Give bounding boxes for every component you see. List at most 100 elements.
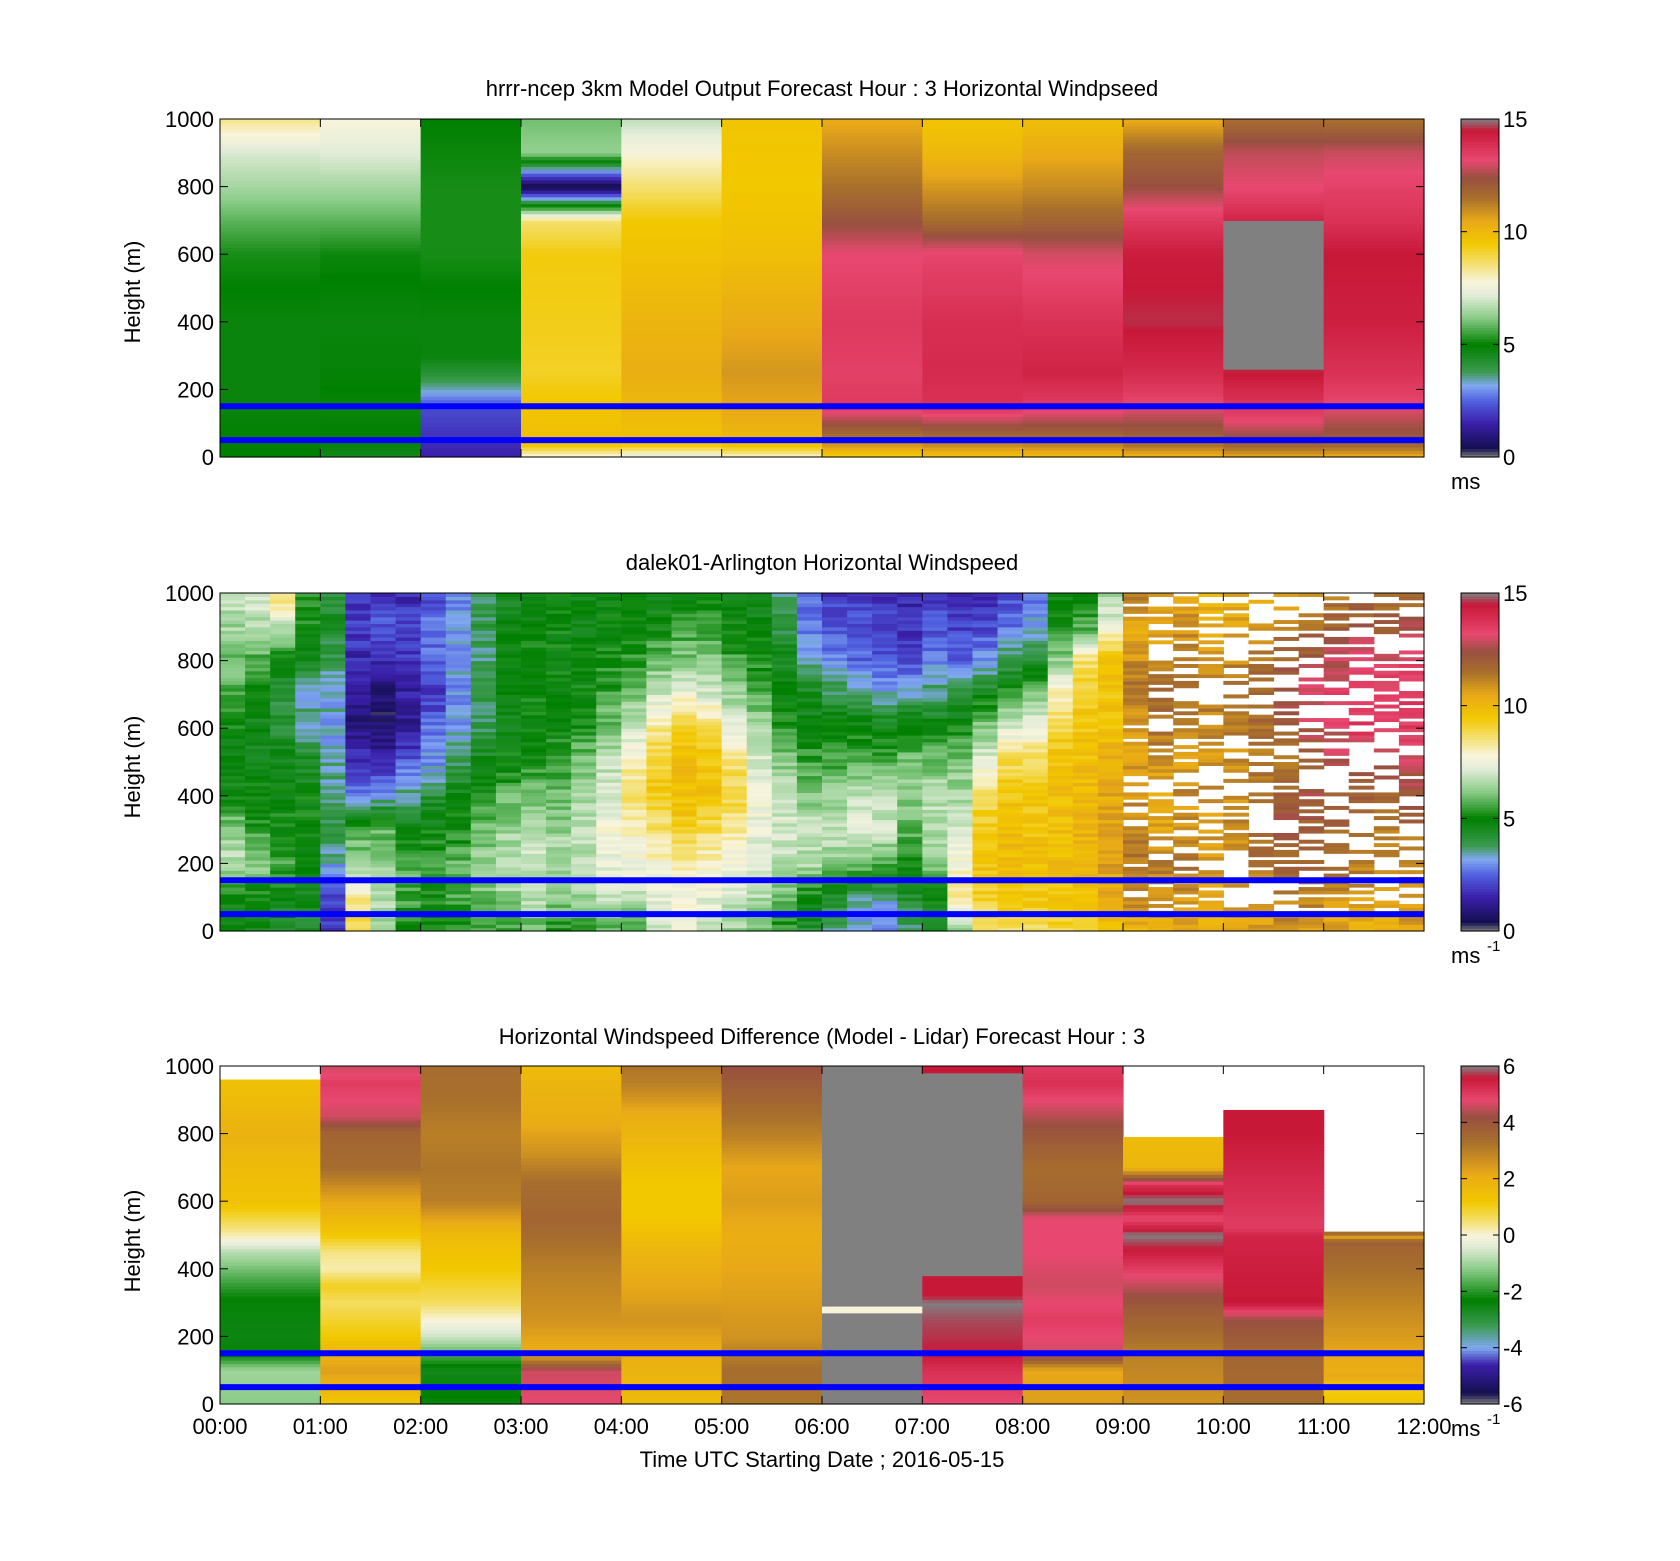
heatmap-cell bbox=[771, 809, 798, 814]
heatmap-cell bbox=[721, 342, 823, 347]
heatmap-cell bbox=[1097, 751, 1124, 756]
heatmap-cell bbox=[922, 799, 949, 804]
heatmap-cell bbox=[1072, 711, 1099, 716]
heatmap-cell bbox=[220, 596, 246, 601]
heatmap-cell bbox=[220, 832, 246, 837]
heatmap-cell bbox=[1097, 846, 1124, 851]
heatmap-cell bbox=[245, 758, 271, 763]
heatmap-cell bbox=[1097, 768, 1124, 773]
heatmap-cell bbox=[370, 920, 397, 925]
heatmap-cell bbox=[220, 920, 246, 925]
colorbar-swatch bbox=[1461, 180, 1499, 185]
heatmap-cell bbox=[220, 308, 321, 313]
heatmap-cell bbox=[922, 728, 949, 733]
colorbar-swatch bbox=[1461, 397, 1499, 402]
heatmap-cell bbox=[345, 782, 372, 787]
heatmap-cell bbox=[571, 839, 597, 844]
heatmap-cell bbox=[1223, 223, 1325, 228]
heatmap-cell bbox=[822, 443, 923, 448]
heatmap-cell bbox=[721, 636, 748, 641]
heatmap-cell bbox=[320, 775, 347, 780]
heatmap-cell bbox=[822, 358, 923, 363]
heatmap-cell bbox=[947, 731, 974, 736]
heatmap-cell bbox=[922, 660, 949, 665]
heatmap-cell bbox=[746, 822, 773, 827]
heatmap-cell bbox=[1097, 897, 1124, 902]
heatmap-cell bbox=[897, 802, 923, 807]
heatmap-cell bbox=[320, 328, 422, 333]
heatmap-cell bbox=[847, 674, 873, 679]
heatmap-cell bbox=[470, 609, 497, 614]
heatmap-cell bbox=[646, 785, 673, 790]
heatmap-cell bbox=[1123, 159, 1224, 164]
heatmap-cell bbox=[295, 866, 321, 871]
heatmap-cell bbox=[671, 684, 698, 689]
heatmap-cell bbox=[847, 667, 873, 672]
heatmap-cell bbox=[621, 433, 723, 438]
heatmap-cell bbox=[345, 927, 372, 932]
heatmap-cell bbox=[822, 924, 848, 929]
heatmap-cell bbox=[596, 691, 622, 695]
heatmap-cell bbox=[972, 751, 999, 756]
heatmap-cell bbox=[320, 227, 422, 232]
heatmap-cell bbox=[671, 853, 698, 858]
heatmap-cell bbox=[320, 657, 347, 662]
heatmap-cell bbox=[696, 697, 723, 702]
colorbar-swatch bbox=[1461, 242, 1499, 247]
heatmap-cell bbox=[320, 670, 347, 675]
heatmap-cell bbox=[470, 897, 497, 902]
colorbar-swatch bbox=[1461, 231, 1499, 236]
heatmap-cell bbox=[972, 799, 999, 804]
heatmap-cell bbox=[1123, 274, 1224, 279]
heatmap-cell bbox=[872, 805, 898, 810]
heatmap-cell bbox=[596, 856, 622, 861]
heatmap-cell bbox=[897, 724, 923, 729]
heatmap-cell bbox=[922, 846, 949, 851]
heatmap-cell bbox=[245, 809, 271, 814]
heatmap-cell bbox=[445, 809, 472, 814]
heatmap-cell bbox=[370, 731, 397, 736]
heatmap-cell bbox=[220, 220, 321, 225]
heatmap-cell bbox=[320, 149, 422, 154]
heatmap-cell bbox=[470, 772, 497, 777]
heatmap-cell bbox=[470, 728, 497, 733]
colorbar-swatch bbox=[1461, 152, 1499, 157]
heatmap-cell bbox=[420, 271, 522, 276]
heatmap-cell bbox=[771, 907, 798, 912]
heatmap-cell bbox=[571, 819, 597, 824]
heatmap-cell bbox=[546, 704, 572, 709]
heatmap-cell bbox=[947, 819, 974, 824]
heatmap-cell bbox=[445, 856, 472, 861]
heatmap-cell bbox=[295, 643, 321, 648]
heatmap-cell bbox=[1022, 396, 1124, 401]
heatmap-cell bbox=[847, 924, 873, 929]
heatmap-cell bbox=[847, 728, 873, 733]
heatmap-cell bbox=[470, 677, 497, 682]
heatmap-cell bbox=[420, 301, 522, 306]
heatmap-cell bbox=[922, 762, 949, 766]
heatmap-cell bbox=[922, 873, 949, 878]
heatmap-cell bbox=[370, 596, 397, 601]
heatmap-cell bbox=[822, 731, 848, 736]
heatmap-cell bbox=[320, 741, 347, 746]
heatmap-cell bbox=[521, 132, 622, 137]
heatmap-cell bbox=[972, 863, 999, 868]
heatmap-cell bbox=[270, 785, 296, 790]
heatmap-cell bbox=[521, 860, 547, 864]
heatmap-cell bbox=[245, 843, 271, 848]
heatmap-cell bbox=[420, 680, 447, 685]
heatmap-cell bbox=[671, 741, 698, 746]
heatmap-cell bbox=[922, 721, 949, 726]
heatmap-cell bbox=[1072, 792, 1099, 797]
heatmap-cell bbox=[872, 616, 898, 621]
heatmap-cell bbox=[947, 758, 974, 763]
heatmap-cell bbox=[370, 866, 397, 871]
heatmap-cell bbox=[847, 677, 873, 682]
heatmap-cell bbox=[771, 782, 798, 787]
heatmap-cell bbox=[546, 772, 572, 777]
heatmap-cell bbox=[345, 721, 372, 726]
heatmap-cell bbox=[1323, 372, 1425, 377]
heatmap-cell bbox=[1022, 392, 1124, 397]
heatmap-cell bbox=[847, 866, 873, 871]
